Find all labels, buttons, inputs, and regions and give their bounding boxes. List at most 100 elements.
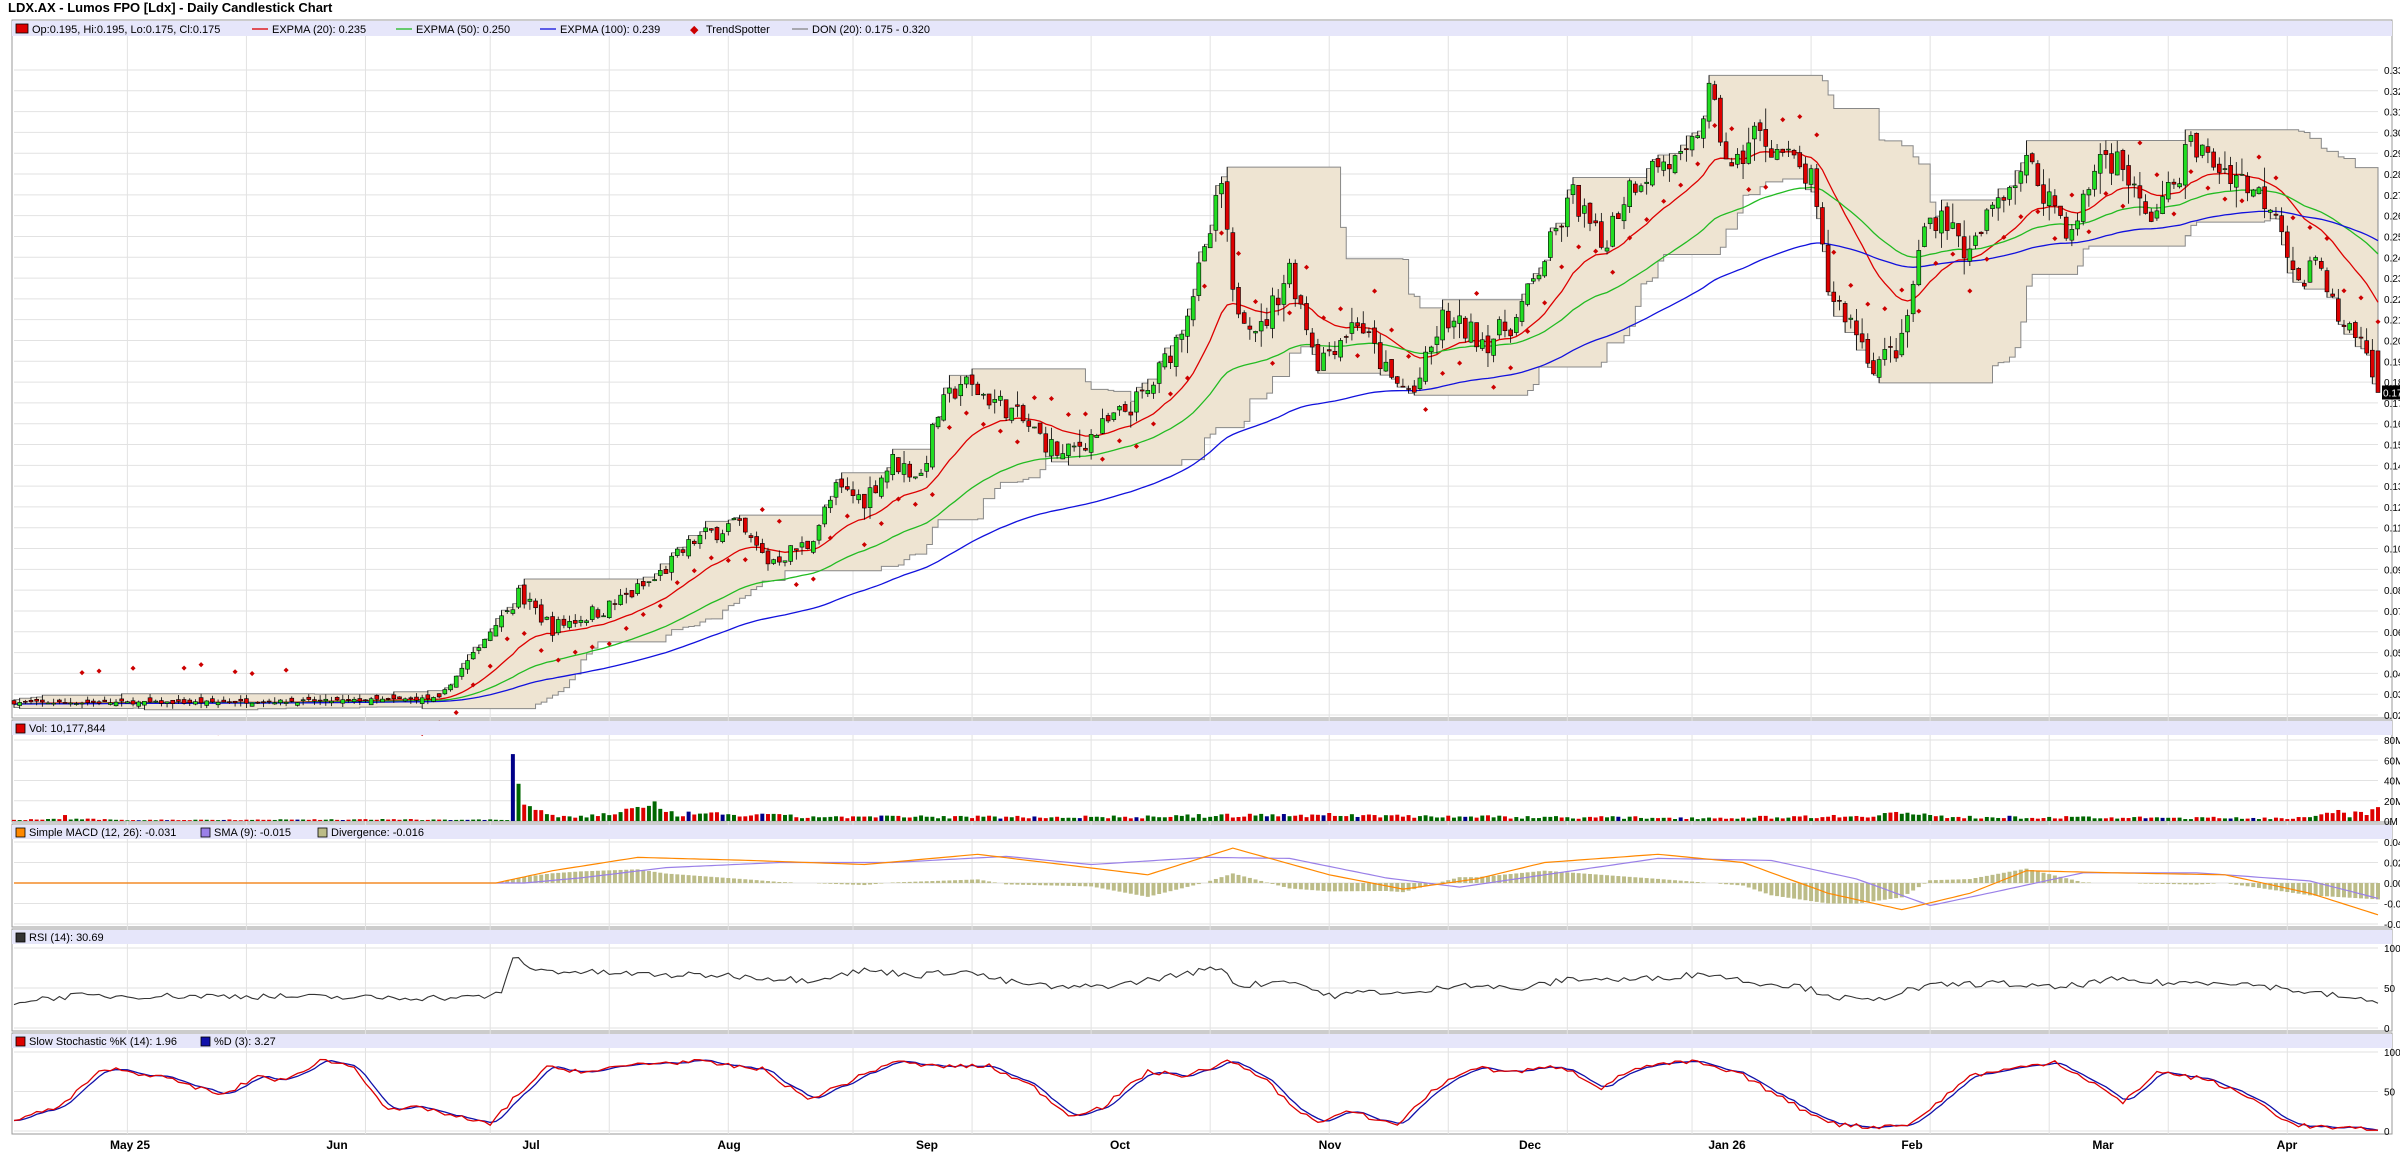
candle-body xyxy=(550,616,555,636)
macd-divergence-bar xyxy=(2370,883,2375,900)
volume-bar xyxy=(499,819,504,821)
volume-bar xyxy=(2217,818,2222,821)
candle-body xyxy=(1043,433,1049,453)
candle-body xyxy=(998,395,1003,401)
macd-divergence-bar xyxy=(1837,883,1842,904)
macd-divergence-bar xyxy=(964,879,969,883)
volume-bar xyxy=(1077,818,1082,821)
trendspotter-dot xyxy=(606,641,612,647)
stoch-k-line xyxy=(13,1058,2379,1131)
volume-bar xyxy=(1758,815,1763,821)
candle-body xyxy=(1576,184,1581,217)
candle-body xyxy=(2353,322,2358,338)
candle-body xyxy=(754,536,759,546)
volume-bar xyxy=(1905,812,1910,821)
moving-averages xyxy=(13,151,2379,705)
macd-divergence-bar xyxy=(1400,883,1405,893)
stoch-panel xyxy=(11,1032,2393,1135)
volume-bar xyxy=(1287,816,1292,821)
candle-body xyxy=(1995,197,2001,209)
macd-divergence-bar xyxy=(669,873,674,883)
volume-bar xyxy=(1032,816,1037,821)
volume-bar xyxy=(1916,814,1921,821)
candle-body xyxy=(2052,195,2058,207)
candle-body xyxy=(1701,118,1706,139)
candle-body xyxy=(1400,385,1406,388)
candle-body xyxy=(1156,362,1162,384)
volume-bar xyxy=(2132,817,2137,821)
macd-divergence-bar xyxy=(1854,883,1859,904)
trendspotter-dot xyxy=(1644,217,1650,223)
price-tick-label: 0.080 xyxy=(2384,586,2400,597)
trendspotter-dot xyxy=(1933,260,1939,266)
macd-divergence-bar xyxy=(737,878,742,883)
volume-bar xyxy=(1400,816,1405,821)
candle-body xyxy=(669,555,674,573)
candle-body xyxy=(907,463,912,478)
trendspotter-dot xyxy=(1967,288,1973,294)
volume-bar xyxy=(2245,818,2250,821)
candle-body xyxy=(2279,215,2284,233)
macd-divergence-bar xyxy=(2307,883,2312,896)
volume-bar xyxy=(1860,816,1865,821)
candle-body xyxy=(34,699,39,702)
candle-body xyxy=(584,620,589,623)
trendspotter-dot xyxy=(1848,282,1854,288)
candle-body xyxy=(822,506,827,525)
candle-body xyxy=(1457,315,1462,324)
macd-divergence-bar xyxy=(2234,883,2239,885)
candle-body xyxy=(119,698,124,702)
candle-body xyxy=(1735,153,1740,165)
macd-divergence-bar xyxy=(658,872,663,883)
macd-tick-label: 0.04 xyxy=(2384,838,2400,849)
candle-body xyxy=(748,535,754,538)
candle-body xyxy=(1916,250,1922,286)
volume-bar xyxy=(1230,817,1235,821)
candle-body xyxy=(2262,186,2267,210)
volume-bar xyxy=(1310,814,1315,821)
macd-divergence-bar xyxy=(907,881,912,883)
volume-bar xyxy=(1191,817,1196,821)
volume-bar xyxy=(1843,816,1848,821)
candle-body xyxy=(380,698,385,703)
volume-bar xyxy=(1026,818,1031,821)
candle-body xyxy=(402,698,408,702)
candle-body xyxy=(2109,153,2114,174)
candle-body xyxy=(1111,412,1117,420)
candle-body xyxy=(941,394,947,421)
volume-bar xyxy=(159,819,164,821)
volume-bar xyxy=(34,819,39,821)
donchian-legend: DON (20): 0.175 - 0.320 xyxy=(812,24,930,36)
candle-body xyxy=(11,700,17,705)
x-axis-label: Jan 26 xyxy=(1708,1138,1746,1152)
macd-divergence-bar xyxy=(1157,883,1162,895)
macd-legend: Simple MACD (12, 26): -0.031 SMA (9): -0… xyxy=(12,825,2392,839)
macd-divergence-bar xyxy=(2064,878,2069,883)
volume-bar xyxy=(255,819,260,821)
macd-divergence-bar xyxy=(2285,883,2290,893)
candle-body xyxy=(606,600,612,618)
macd-divergence-bar xyxy=(1582,873,1587,883)
macd-divergence-bar xyxy=(1128,883,1133,894)
candle-body xyxy=(181,699,187,704)
volume-bar xyxy=(493,819,498,821)
volume-bar xyxy=(760,813,765,821)
candle-body xyxy=(1695,135,1700,139)
volume-bar xyxy=(822,817,827,821)
candle-body xyxy=(856,494,861,501)
macd-divergence-bar xyxy=(754,880,759,883)
volume-bar xyxy=(408,819,413,821)
volume-bar xyxy=(1984,816,1989,821)
candle-body xyxy=(816,525,822,541)
macd-divergence-bar xyxy=(1593,874,1598,883)
macd-divergence-bar xyxy=(879,883,884,884)
volume-bar xyxy=(1525,816,1530,821)
macd-divergence-bar xyxy=(834,883,838,885)
candle-body xyxy=(1151,384,1156,394)
macd-divergence-bar xyxy=(1077,883,1082,887)
volume-bar xyxy=(437,819,442,821)
volume-bar xyxy=(1548,816,1553,821)
volume-bar xyxy=(2188,819,2193,821)
volume-bar xyxy=(233,820,238,821)
candle-body xyxy=(210,698,215,703)
